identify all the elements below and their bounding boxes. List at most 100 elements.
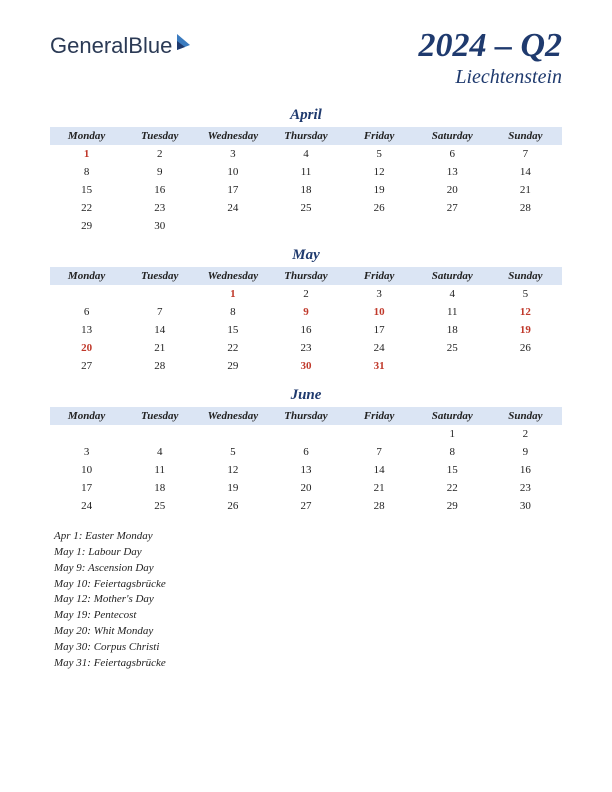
calendar-cell: 22: [416, 479, 489, 497]
calendar-cell: 14: [489, 163, 562, 181]
calendar-cell: [269, 217, 342, 235]
calendar-table: MondayTuesdayWednesdayThursdayFridaySatu…: [50, 267, 562, 375]
calendar-cell: 6: [50, 303, 123, 321]
weekday-header: Tuesday: [123, 407, 196, 425]
holiday-line: May 9: Ascension Day: [54, 561, 562, 577]
calendar-cell: 20: [269, 479, 342, 497]
calendar-row: 2728293031: [50, 357, 562, 375]
calendar-cell: 22: [50, 199, 123, 217]
calendar-cell: 17: [196, 181, 269, 199]
calendar-cell: [343, 425, 416, 443]
calendar-cell: 13: [269, 461, 342, 479]
calendar-cell: 10: [196, 163, 269, 181]
calendar-cell: 4: [123, 443, 196, 461]
logo-part2: Blue: [128, 33, 172, 58]
weekday-header: Sunday: [489, 267, 562, 285]
calendar-cell: 27: [416, 199, 489, 217]
weekday-header: Wednesday: [196, 267, 269, 285]
calendar-cell: 5: [343, 145, 416, 163]
month-name: April: [50, 107, 562, 124]
calendar-row: 891011121314: [50, 163, 562, 181]
calendar-row: 17181920212223: [50, 479, 562, 497]
calendar-cell: 19: [489, 321, 562, 339]
calendar-cell: 13: [416, 163, 489, 181]
calendar-cell: 23: [269, 339, 342, 357]
calendar-cell: 24: [196, 199, 269, 217]
calendar-cell: 14: [343, 461, 416, 479]
calendar-cell: 7: [343, 443, 416, 461]
calendar-cell: 15: [50, 181, 123, 199]
title-block: 2024 – Q2 Liechtenstein: [418, 28, 562, 89]
holiday-line: May 31: Feiertagsbrücke: [54, 656, 562, 672]
calendar-cell: 15: [416, 461, 489, 479]
calendar-cell: 28: [123, 357, 196, 375]
weekday-header: Friday: [343, 267, 416, 285]
calendar-row: 12: [50, 425, 562, 443]
calendar-cell: 9: [489, 443, 562, 461]
calendar-table: MondayTuesdayWednesdayThursdayFridaySatu…: [50, 407, 562, 515]
calendar-cell: 9: [123, 163, 196, 181]
calendar-cell: 20: [50, 339, 123, 357]
calendar-cell: 30: [269, 357, 342, 375]
calendar-cell: 1: [416, 425, 489, 443]
calendar-cell: 24: [343, 339, 416, 357]
calendar-cell: 23: [489, 479, 562, 497]
logo-text: GeneralBlue: [50, 33, 172, 59]
calendar-cell: [269, 425, 342, 443]
calendar-cell: 16: [123, 181, 196, 199]
calendar-cell: 21: [123, 339, 196, 357]
calendar-cell: 7: [489, 145, 562, 163]
calendar-cell: [489, 357, 562, 375]
weekday-header: Monday: [50, 407, 123, 425]
weekday-header: Wednesday: [196, 407, 269, 425]
month-name: June: [50, 387, 562, 404]
holiday-list: Apr 1: Easter MondayMay 1: Labour DayMay…: [50, 529, 562, 672]
weekday-header: Tuesday: [123, 267, 196, 285]
calendar-row: 1234567: [50, 145, 562, 163]
holiday-line: May 20: Whit Monday: [54, 624, 562, 640]
calendar-cell: 2: [123, 145, 196, 163]
calendar-cell: 17: [343, 321, 416, 339]
holiday-line: May 19: Pentecost: [54, 608, 562, 624]
calendar-row: 13141516171819: [50, 321, 562, 339]
holiday-line: May 12: Mother's Day: [54, 592, 562, 608]
calendar-cell: 29: [416, 497, 489, 515]
month-name: May: [50, 247, 562, 264]
calendar-cell: 18: [123, 479, 196, 497]
logo-part1: General: [50, 33, 128, 58]
calendar-cell: 5: [196, 443, 269, 461]
calendar-cell: 10: [343, 303, 416, 321]
calendar-cell: 17: [50, 479, 123, 497]
calendar-cell: 31: [343, 357, 416, 375]
month-block: June MondayTuesdayWednesdayThursdayFriday…: [50, 387, 562, 515]
weekday-header: Wednesday: [196, 127, 269, 145]
country: Liechtenstein: [418, 66, 562, 89]
calendar-cell: 22: [196, 339, 269, 357]
calendar-cell: 3: [343, 285, 416, 303]
calendar-cell: 3: [196, 145, 269, 163]
calendar-cell: 11: [416, 303, 489, 321]
calendar-cell: 21: [489, 181, 562, 199]
calendar-cell: 8: [416, 443, 489, 461]
month-block: AprilMondayTuesdayWednesdayThursdayFrida…: [50, 107, 562, 235]
calendar-row: 20212223242526: [50, 339, 562, 357]
calendar-cell: 4: [269, 145, 342, 163]
calendar-cell: 1: [50, 145, 123, 163]
weekday-header: Monday: [50, 267, 123, 285]
calendar-row: 22232425262728: [50, 199, 562, 217]
calendar-row: 15161718192021: [50, 181, 562, 199]
calendar-cell: 12: [196, 461, 269, 479]
calendar-row: 12345: [50, 285, 562, 303]
calendar-cell: 26: [489, 339, 562, 357]
calendar-cell: 26: [343, 199, 416, 217]
weekday-header: Sunday: [489, 407, 562, 425]
calendar-cell: 27: [50, 357, 123, 375]
calendar-cell: 10: [50, 461, 123, 479]
calendar-cell: 7: [123, 303, 196, 321]
weekday-header: Saturday: [416, 127, 489, 145]
month-block: May MondayTuesdayWednesdayThursdayFridayS…: [50, 247, 562, 375]
calendar-cell: 29: [196, 357, 269, 375]
calendar-cell: 21: [343, 479, 416, 497]
calendar-cell: 28: [343, 497, 416, 515]
calendar-cell: [196, 425, 269, 443]
